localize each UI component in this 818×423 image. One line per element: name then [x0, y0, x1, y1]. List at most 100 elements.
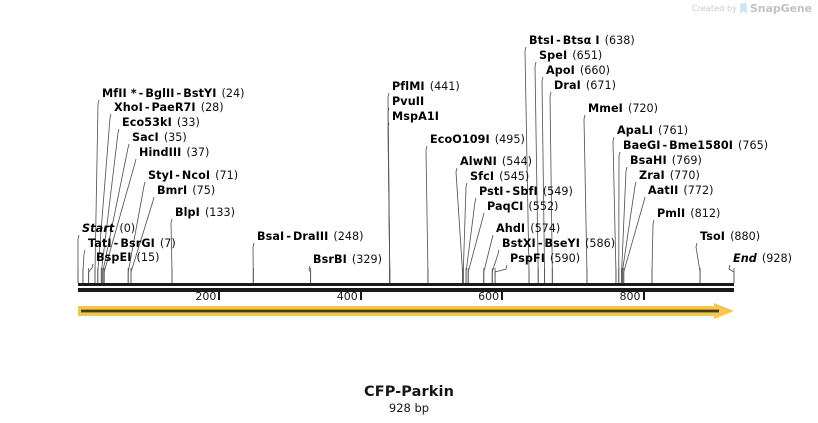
enzyme-label-tsoi[interactable]: TsoI (880) [700, 231, 760, 243]
enzyme-label-pflmi[interactable]: PflMI (441) [392, 81, 460, 93]
leader-line [425, 145, 429, 283]
enzyme-label-blpi[interactable]: BlpI (133) [175, 207, 235, 219]
leader-line [467, 212, 485, 283]
enzyme-label-ecoo109i[interactable]: EcoO109I (495) [430, 134, 525, 146]
enzyme-label-apoi[interactable]: ApoI (660) [546, 65, 610, 77]
enzyme-cut-position: (720) [627, 102, 659, 115]
enzyme-cut-position: (586) [585, 237, 616, 250]
enzyme-cut-position: (552) [528, 200, 559, 213]
enzyme-name-separator: - [144, 101, 150, 114]
enzyme-name-separator: - [556, 34, 561, 47]
enzyme-name: Start [82, 222, 115, 235]
enzyme-label-aatii[interactable]: AatII (772) [648, 185, 713, 197]
enzyme-name: EcoO109I [430, 133, 490, 146]
enzyme-label-alwni[interactable]: AlwNI (544) [460, 156, 532, 168]
enzyme-label-drai[interactable]: DraI (671) [554, 80, 616, 92]
enzyme-label-bsrbi[interactable]: BsrBI (329) [313, 254, 382, 266]
enzyme-label-bmri[interactable]: BmrI (75) [157, 185, 215, 197]
sequence-backbone-lower [78, 288, 734, 292]
enzyme-name-separator: - [505, 185, 511, 198]
leader-line [494, 264, 508, 283]
construct-name: CFP-Parkin [363, 384, 455, 400]
enzyme-cut-position: (441) [429, 80, 460, 93]
enzyme-cut-position: (0) [119, 222, 136, 235]
enzyme-label-mmei[interactable]: MmeI (720) [588, 103, 658, 115]
enzyme-label-saci[interactable]: SacI (35) [132, 132, 187, 144]
enzyme-name: BglII [145, 87, 175, 100]
enzyme-name-separator: - [286, 230, 291, 243]
enzyme-label-hindiii[interactable]: HindIII (37) [139, 147, 209, 159]
enzyme-label-zrai[interactable]: ZraI (770) [639, 170, 700, 182]
enzyme-cut-position: (812) [690, 207, 721, 220]
enzyme-label-psti-sbfi[interactable]: PstI - SbfI (549) [479, 186, 573, 198]
enzyme-label-mfii-bglii-bstyi[interactable]: MfII * - BglII - BstYI (24) [102, 88, 244, 100]
enzyme-label-bspei[interactable]: BspEI (15) [96, 252, 159, 264]
enzyme-cut-position: (880) [730, 230, 761, 243]
leader-line [387, 122, 391, 283]
enzyme-name: PspFI [510, 252, 545, 265]
enzyme-label-pvuii[interactable]: PvuII [392, 96, 424, 108]
enzyme-name: Bme1580I [669, 139, 734, 152]
enzyme-name: TatI [88, 237, 112, 250]
enzyme-label-start[interactable]: Start (0) [82, 223, 135, 235]
enzyme-label-bstxi-bseyi[interactable]: BstXI - BseYI (586) [502, 238, 615, 250]
enzyme-name: BsrBI [313, 253, 347, 266]
leader-line [695, 242, 701, 283]
leader-line [728, 264, 735, 283]
enzyme-label-mspa1i[interactable]: MspA1I [392, 111, 439, 123]
enzyme-label-styi-ncoi[interactable]: StyI - NcoI (71) [148, 170, 238, 182]
enzyme-label-btsi-bts-i[interactable]: BtsI - Btsα I (638) [529, 35, 635, 47]
leader-line [387, 107, 391, 283]
enzyme-label-apali[interactable]: ApaLI (761) [617, 125, 688, 137]
enzyme-cut-position: (15) [136, 251, 160, 264]
enzyme-label-bsai-draiii[interactable]: BsaI - DraIII (248) [257, 231, 364, 243]
enzyme-cut-position: (671) [585, 79, 617, 92]
enzyme-name-separator: - [138, 87, 144, 100]
enzyme-name: BsaI [257, 230, 285, 243]
orf-arrow[interactable] [78, 303, 734, 319]
enzyme-cut-position: (660) [579, 64, 611, 77]
enzyme-cut-position: (545) [499, 170, 530, 183]
leader-line [103, 158, 137, 283]
ruler-tick-200 [218, 292, 221, 300]
enzyme-cut-position: (769) [671, 154, 702, 167]
snapgene-bookmark-icon [740, 3, 747, 14]
enzyme-name: MmeI [588, 102, 623, 115]
enzyme-label-ahdi[interactable]: AhdI (574) [496, 223, 560, 235]
enzyme-label-bsahi[interactable]: BsaHI (769) [630, 155, 702, 167]
enzyme-name: ApaLI [617, 124, 654, 137]
enzyme-label-sfci[interactable]: SfcI (545) [470, 171, 529, 183]
enzyme-label-xhoi-paer7i[interactable]: XhoI - PaeR7I (28) [114, 102, 224, 114]
enzyme-name: End [733, 252, 757, 265]
enzyme-label-pspfi[interactable]: PspFI (590) [510, 253, 580, 265]
enzyme-name: ApoI [546, 64, 575, 77]
enzyme-label-baegi-bme1580i[interactable]: BaeGI - Bme1580I (765) [623, 140, 768, 152]
leader-line [170, 218, 173, 283]
ruler-tick-800 [642, 292, 645, 300]
enzyme-name: PstI [479, 185, 504, 198]
enzyme-name-separator: - [113, 237, 119, 250]
enzyme-label-spei[interactable]: SpeI (651) [539, 50, 602, 62]
enzyme-name: Btsα I [562, 34, 600, 47]
ruler-label-600: 600 [478, 290, 500, 303]
enzyme-label-eco53ki[interactable]: Eco53kI (33) [122, 117, 200, 129]
enzyme-name: SpeI [539, 49, 568, 62]
enzyme-label-pmli[interactable]: PmlI (812) [657, 208, 720, 220]
enzyme-name-separator: - [662, 139, 668, 152]
ruler-label-200: 200 [195, 290, 217, 303]
enzyme-label-paqci[interactable]: PaqCI (552) [487, 201, 558, 213]
leader-line [491, 249, 500, 283]
enzyme-name: NcoI [181, 169, 211, 182]
leader-line [583, 114, 588, 283]
enzyme-name: ZraI [639, 169, 665, 182]
enzyme-cut-position: (544) [501, 155, 532, 168]
leader-line [82, 249, 86, 283]
leader-line [651, 219, 655, 283]
enzyme-name: DraI [554, 79, 581, 92]
ruler-label-800: 800 [619, 290, 641, 303]
enzyme-label-end[interactable]: End (928) [733, 253, 792, 265]
enzyme-label-tati-bsrgi[interactable]: TatI - BsrGI (7) [88, 238, 176, 250]
enzyme-name: PvuII [392, 95, 425, 108]
watermark-created-by-text: Created by [691, 4, 737, 13]
